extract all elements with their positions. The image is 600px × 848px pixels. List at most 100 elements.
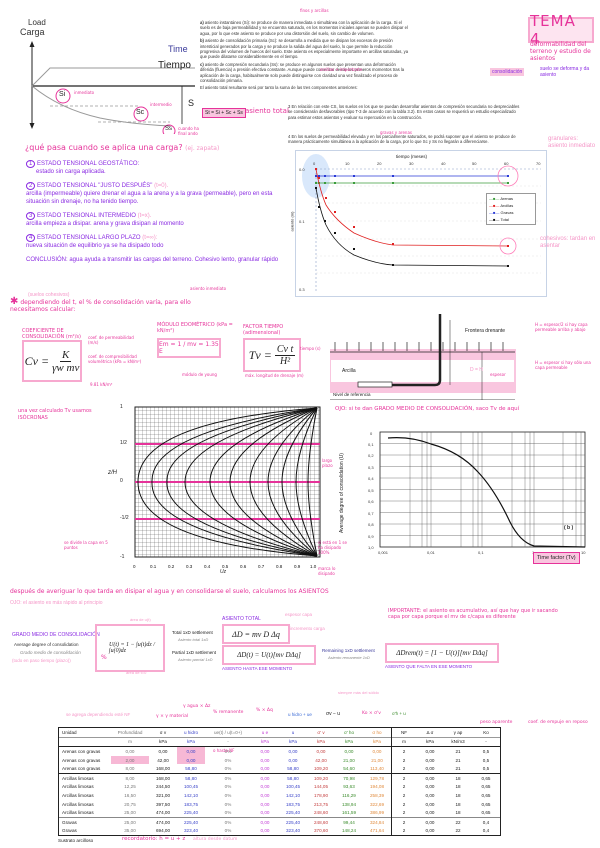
svg-text:0,3: 0,3 xyxy=(368,465,374,470)
ann-ue: % × Δq xyxy=(256,708,273,713)
table-row: Arcillas limosas 16,50 321,00 142,10 0% … xyxy=(58,791,501,800)
svg-text:0,5: 0,5 xyxy=(368,488,374,493)
degree-en: Average degree of consolidation xyxy=(14,642,79,647)
svg-text:0.0: 0.0 xyxy=(299,167,305,172)
ann-u-hidro: γ agua × Δz xyxy=(183,704,211,709)
degree-formula-box: % U(t) = 1 − ∫u(t)dz / ∫u(0)dz xyxy=(95,624,165,672)
table-row: Arcillas limosas 25,00 474,00 225,40 0% … xyxy=(58,808,501,818)
drainage-top-label: Frontera drenante xyxy=(465,328,506,334)
total-settlement-formula: St = Si + Sc + Ss xyxy=(202,108,246,118)
svg-text:60: 60 xyxy=(504,161,509,166)
degree-formula: U(t) = 1 − ∫u(t)dz / ∫u(0)dz xyxy=(109,642,155,654)
si-note: inmediato xyxy=(74,90,95,95)
svg-text:0,1: 0,1 xyxy=(478,550,484,555)
svg-text:0: 0 xyxy=(370,431,373,436)
total-note-thickness: espesor capa xyxy=(285,612,313,617)
table-units-row: m kPa kPa - kPa kPa kPa kPa kPa m kPa kN… xyxy=(58,736,501,748)
isochrones-plot: 0 0.1 0.2 0.3 0.4 0.5 0.6 0.7 0.8 0.9 1.0 xyxy=(133,406,321,569)
total-formula-box: ΔD = mv D Δq xyxy=(222,624,290,644)
time-label-es: Tiempo xyxy=(158,60,191,71)
svg-text:0,7: 0,7 xyxy=(368,511,374,516)
table-row: Arcillas limosas 8,00 168,00 58,80 0% 0,… xyxy=(58,772,501,783)
em-heading: MÓDULO EDOMÉTRICO (kPa = kN/m²) xyxy=(157,322,233,334)
svg-text:40: 40 xyxy=(441,161,446,166)
isochrones-xlabel: Uz xyxy=(220,569,227,575)
chart1-legend: —■— Arenas —■— Arcillas —■— Gravas —■— T… xyxy=(486,193,536,225)
excerpt-total-line: El asiento total resultante será por tan… xyxy=(200,85,358,91)
table-header-row: Unidad Profundidad σ v u hidro ue(t) / u… xyxy=(58,727,501,738)
settlement-intro: después de averiguar lo que tarda en dis… xyxy=(10,588,329,595)
u-tv-chart: Average degree of consolidation (U) 0 0,1… xyxy=(339,430,590,575)
y-axis-label-en: Load xyxy=(28,18,46,27)
table-row: Gravas 35,00 694,00 323,40 0% 0,00 323,4… xyxy=(58,826,501,837)
em-formula: Em = 1 / mv = 1.35 E xyxy=(159,341,219,355)
degree-es: Grado medio de consolidación xyxy=(20,650,81,655)
svg-text:50: 50 xyxy=(472,161,477,166)
excerpt-item-c: c) asiento de compresión secundaria (Ss)… xyxy=(200,61,405,84)
remaining-formula-box: ΔDrem(t) = [1 − U(t)][mv DΔq] xyxy=(385,643,499,663)
asterisk-icon: ✱ xyxy=(10,296,19,307)
svg-text:0.1: 0.1 xyxy=(299,219,305,224)
chart1-ylabel: asiento (m) xyxy=(289,211,295,232)
ss-note: cuando ha final ando xyxy=(178,126,199,136)
total-es: Asiento total 1xD xyxy=(178,637,209,642)
remaining-formula: ΔDrem(t) = [1 − U(t)][mv DΔq] xyxy=(396,649,488,657)
tv-note-drainage: máx. longitud de drenaje (m) xyxy=(245,373,304,378)
settlement-diagram: Load Carga Time Tiempo S Si Sc Ss inmedi… xyxy=(20,14,200,138)
degree-note-t0: área de t=0 xyxy=(126,670,147,675)
isochrone-note: una vez calculado Tv usamos ISÓCRONAS xyxy=(18,408,92,421)
svg-text:0.8: 0.8 xyxy=(276,564,283,569)
ann-ko: coef. de empuje en reposo xyxy=(528,720,588,725)
svg-text:0,001: 0,001 xyxy=(378,550,389,555)
svg-text:0.9: 0.9 xyxy=(294,564,301,569)
conclusion-note: asiento inmediato xyxy=(190,286,227,291)
svg-text:0,4: 0,4 xyxy=(368,476,374,481)
d-equals-h-label: D = H xyxy=(470,367,483,373)
topic-title-box: TEMA 4 xyxy=(528,12,594,48)
drainage-diagram: Frontera drenante Arcilla Nivel de refer… xyxy=(329,300,530,401)
ann-sigma-h: σ'h + u xyxy=(392,711,406,716)
svg-text:0,1: 0,1 xyxy=(368,442,374,447)
svg-text:0.3: 0.3 xyxy=(299,287,305,292)
excerpt-item-b: b) asiento de consolidación primaria (Sc… xyxy=(200,38,409,60)
drainage-svg xyxy=(329,314,516,401)
degree-note-ut: área de u(t) xyxy=(130,617,151,622)
partial-es: Asiento parcial 1xD xyxy=(178,657,213,662)
important-note: IMPORTANTE: el asiento es acumulativo, a… xyxy=(388,608,558,620)
annotation-granulares: granulares: asiento inmediato xyxy=(548,136,596,149)
tv-heading: FACTOR TIEMPO (adimensional) xyxy=(243,324,284,336)
svg-text:1,0: 1,0 xyxy=(368,545,374,550)
consolidation-note: suelo se deforma y da asiento xyxy=(540,66,590,78)
table-row: Arenas con gravas 0,00 0,00 0,00 0% 0,00… xyxy=(58,746,501,756)
svg-text:0,01: 0,01 xyxy=(427,550,436,555)
topic-title: TEMA 4 xyxy=(530,12,576,48)
drainage-note-single: H = espesor si hay sólo una capa permeab… xyxy=(535,360,591,370)
si-label: Si xyxy=(59,91,66,98)
settlement-time-chart: tiempo (meses) asiento (m) 0 10 20 30 40 50 … xyxy=(290,150,547,297)
legend-arenas: —■— Arenas xyxy=(489,196,513,201)
thickness-label: espesor xyxy=(490,372,506,377)
svg-text:0.6: 0.6 xyxy=(240,564,247,569)
remaining-es: Asiento remanente 1xD xyxy=(328,655,370,660)
reference-level-label: Nivel de referencia xyxy=(333,392,371,397)
time-label-en: Time xyxy=(168,44,188,54)
isochrone-note-layers: se divide la capa en 5 puntos xyxy=(64,540,108,550)
consolidation-tag: consolidación xyxy=(490,68,525,76)
sc-note: intermedio xyxy=(150,102,172,107)
ann-ratio: % remanente xyxy=(213,710,244,715)
remaining-en: Remaining 1xD settlement xyxy=(322,648,375,653)
stress-table: Unidad Profundidad σ v u hidro ue(t) / u… xyxy=(58,727,501,837)
remaining-note: ASIENTO QUE FALTA EN ESE MOMENTO xyxy=(385,664,473,669)
total-formula: ΔD = mv D Δq xyxy=(232,629,280,639)
legend-arcillas: —■— Arcillas xyxy=(489,203,514,208)
svg-text:10: 10 xyxy=(345,161,350,166)
isochrone-note-longterm: largo plazo xyxy=(322,458,333,468)
question-heading: ¿qué pasa cuando se aplica una carga? (e… xyxy=(25,143,220,152)
svg-text:0.3: 0.3 xyxy=(186,564,193,569)
ann-gamma-ap: peso aparente xyxy=(480,720,513,725)
chart1-title: tiempo (meses) xyxy=(396,154,428,159)
svg-text:0.2: 0.2 xyxy=(168,564,175,569)
cv-heading: COEFICIENTE DE CONSOLIDACIÓN (m²/s) xyxy=(22,328,81,340)
svg-text:1.0: 1.0 xyxy=(310,564,317,569)
svg-text:0: 0 xyxy=(313,161,316,166)
